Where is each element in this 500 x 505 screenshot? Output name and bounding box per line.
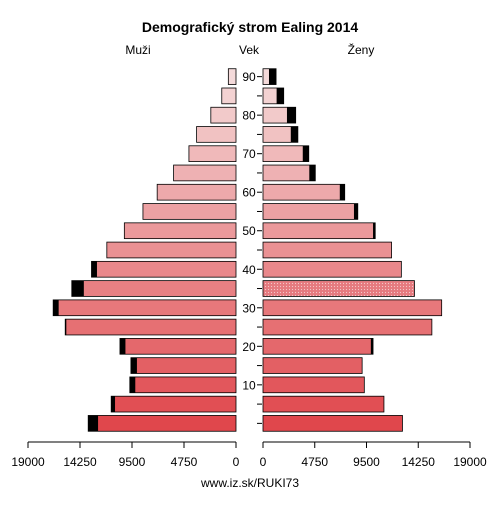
bar-male-75-79 bbox=[196, 126, 237, 143]
bar-female-55-59 bbox=[262, 203, 359, 220]
bar-male-20-24 bbox=[119, 338, 237, 355]
age-tick-label: 50 bbox=[242, 224, 256, 238]
bar-male-excess-15-19 bbox=[130, 357, 137, 374]
bar-male-85-89 bbox=[221, 87, 237, 105]
bar-male-25-29 bbox=[64, 318, 237, 336]
bar-male-excess-30-34 bbox=[53, 299, 59, 316]
left-label: Muži bbox=[125, 43, 150, 57]
x-tick-label-right: 9500 bbox=[353, 455, 380, 469]
footer-url: www.iz.sk/RUKI73 bbox=[200, 476, 299, 490]
bar-female-70-74 bbox=[262, 145, 310, 162]
bar-male-30-34 bbox=[52, 299, 237, 317]
age-tick-label: 40 bbox=[242, 263, 256, 277]
bar-male-10-14 bbox=[129, 376, 237, 394]
age-tick-label: 90 bbox=[242, 70, 256, 84]
bar-female-50-54 bbox=[262, 222, 376, 240]
age-tick-label: 70 bbox=[242, 147, 256, 161]
bar-male-45-49 bbox=[106, 241, 237, 259]
bar-male-excess-25-29 bbox=[65, 319, 67, 335]
bar-male-excess-40-44 bbox=[91, 261, 97, 278]
x-tick-label-left: 19000 bbox=[11, 455, 45, 469]
bar-female-30-34 bbox=[262, 299, 443, 317]
bar-male-excess-10-14 bbox=[129, 376, 136, 393]
bar-female-excess-85-89 bbox=[276, 87, 284, 104]
bar-male-excess-5-9 bbox=[111, 396, 116, 413]
bar-male-50-54 bbox=[123, 222, 237, 240]
bar-female-excess-90+ bbox=[268, 68, 277, 85]
bar-male-15-19 bbox=[130, 357, 237, 374]
bar-female-65-69 bbox=[262, 164, 316, 182]
x-tick-label-left: 0 bbox=[233, 455, 240, 469]
bar-female-5-9 bbox=[262, 395, 385, 413]
age-tick-label: 30 bbox=[242, 301, 256, 315]
bar-female-excess-75-79 bbox=[290, 126, 298, 143]
axes-group: 19000 19000 14250 14250 9500 9500 4750 4750 0 0 10… bbox=[11, 70, 487, 469]
age-tick-label: 20 bbox=[242, 340, 256, 354]
bar-male-90+ bbox=[227, 68, 237, 85]
bar-female-excess-70-74 bbox=[302, 145, 309, 162]
bar-male-40-44 bbox=[91, 260, 237, 278]
bar-female-excess-65-69 bbox=[309, 165, 316, 181]
bar-male-70-74 bbox=[188, 145, 237, 162]
center-label: Vek bbox=[239, 43, 260, 57]
bar-male-5-9 bbox=[110, 395, 237, 413]
bar-female-excess-50-54 bbox=[373, 222, 376, 239]
bar-male-excess-0-4 bbox=[88, 415, 99, 432]
bar-male-55-59 bbox=[142, 203, 237, 220]
bars-group bbox=[52, 68, 443, 432]
x-tick-label-left: 9500 bbox=[119, 455, 146, 469]
right-label: Ženy bbox=[348, 42, 375, 57]
x-tick-label-left: 4750 bbox=[171, 455, 198, 469]
bar-female-15-19 bbox=[262, 357, 363, 374]
age-tick-label: 10 bbox=[242, 378, 256, 392]
bar-female-20-24 bbox=[262, 338, 374, 355]
bar-female-excess-80-84 bbox=[286, 107, 296, 124]
age-tick-label: 60 bbox=[242, 186, 256, 200]
bar-male-excess-20-24 bbox=[119, 338, 126, 355]
bar-female-10-14 bbox=[262, 376, 365, 394]
bar-male-80-84 bbox=[210, 106, 237, 124]
bar-female-40-44 bbox=[262, 260, 402, 278]
bar-female-35-39 bbox=[262, 280, 415, 297]
bar-male-excess-35-39 bbox=[71, 280, 84, 297]
age-tick-label: 80 bbox=[242, 109, 256, 123]
bar-male-60-64 bbox=[156, 183, 237, 201]
x-tick-label-right: 14250 bbox=[402, 455, 436, 469]
bar-female-excess-60-64 bbox=[339, 184, 345, 201]
x-tick-label-right: 0 bbox=[260, 455, 267, 469]
bar-female-0-4 bbox=[262, 415, 403, 432]
x-tick-label-right: 4750 bbox=[301, 455, 328, 469]
bar-male-35-39 bbox=[71, 280, 237, 297]
x-tick-label-right: 19000 bbox=[453, 455, 487, 469]
bar-male-65-69 bbox=[173, 164, 237, 182]
x-tick-label-left: 14250 bbox=[63, 455, 97, 469]
chart-title: Demografický strom Ealing 2014 bbox=[142, 19, 359, 35]
bar-female-excess-20-24 bbox=[370, 338, 374, 355]
bar-female-60-64 bbox=[262, 183, 346, 201]
bar-male-0-4 bbox=[87, 415, 237, 432]
bar-female-45-49 bbox=[262, 241, 392, 259]
bar-female-25-29 bbox=[262, 318, 433, 336]
bar-female-excess-55-59 bbox=[353, 203, 358, 220]
